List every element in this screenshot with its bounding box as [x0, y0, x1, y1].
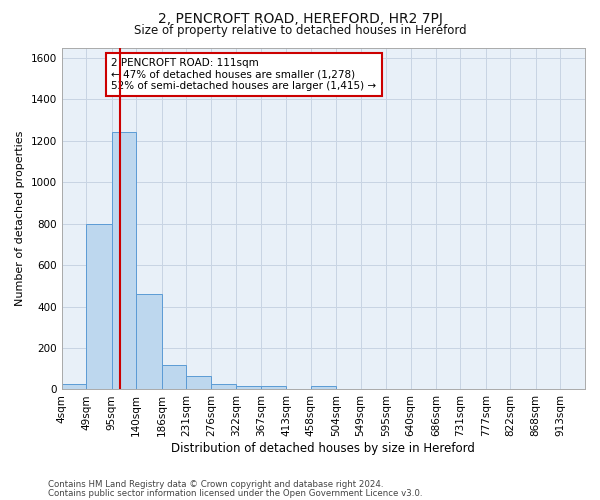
Text: 2 PENCROFT ROAD: 111sqm
← 47% of detached houses are smaller (1,278)
52% of semi: 2 PENCROFT ROAD: 111sqm ← 47% of detache…	[112, 58, 377, 91]
Bar	[112, 132, 136, 390]
Bar	[311, 386, 336, 390]
Bar	[62, 384, 86, 390]
Y-axis label: Number of detached properties: Number of detached properties	[15, 131, 25, 306]
Bar	[136, 294, 161, 390]
Bar	[86, 224, 112, 390]
Text: 2, PENCROFT ROAD, HEREFORD, HR2 7PJ: 2, PENCROFT ROAD, HEREFORD, HR2 7PJ	[158, 12, 442, 26]
Bar	[236, 386, 261, 390]
Text: Contains HM Land Registry data © Crown copyright and database right 2024.: Contains HM Land Registry data © Crown c…	[48, 480, 383, 489]
Bar	[211, 384, 236, 390]
Text: Contains public sector information licensed under the Open Government Licence v3: Contains public sector information licen…	[48, 489, 422, 498]
Bar	[161, 364, 186, 390]
X-axis label: Distribution of detached houses by size in Hereford: Distribution of detached houses by size …	[172, 442, 475, 455]
Bar	[261, 386, 286, 390]
Bar	[186, 376, 211, 390]
Text: Size of property relative to detached houses in Hereford: Size of property relative to detached ho…	[134, 24, 466, 37]
